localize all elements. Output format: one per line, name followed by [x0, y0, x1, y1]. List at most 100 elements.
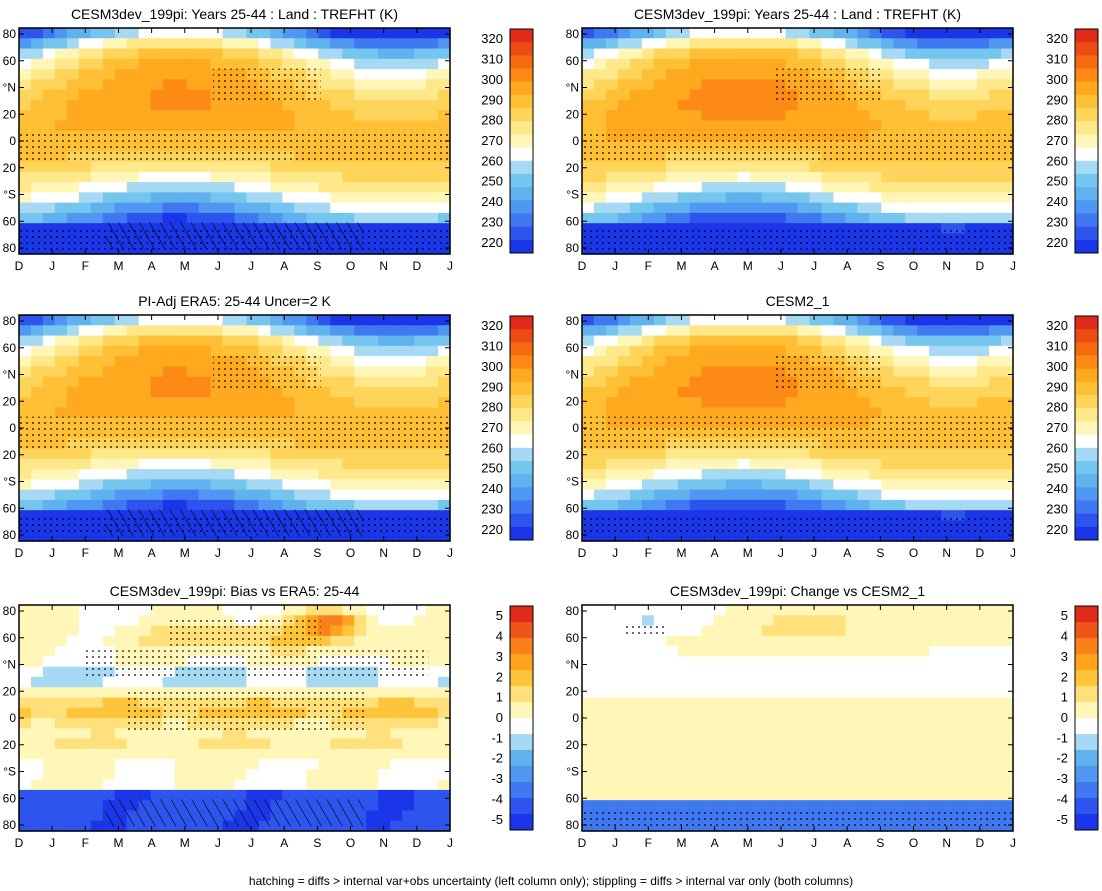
- heatmap-cell: [857, 161, 870, 173]
- heatmap-cell: [270, 407, 283, 419]
- heatmap-cell: [665, 738, 679, 750]
- heatmap-cell: [19, 728, 32, 740]
- heatmap-cell: [582, 687, 595, 699]
- heatmap-cell: [713, 38, 727, 50]
- colorbar-swatch: [510, 686, 533, 703]
- heatmap-cell: [126, 448, 140, 460]
- heatmap-cell: [665, 335, 679, 347]
- heatmap-cell: [893, 407, 906, 419]
- colorbar-label: 220: [481, 235, 503, 250]
- heatmap-cell: [162, 635, 176, 647]
- heatmap-cell: [725, 656, 739, 668]
- heatmap-cell: [402, 479, 415, 491]
- heatmap-cell: [222, 728, 236, 740]
- heatmap-cell: [354, 789, 367, 801]
- heatmap-cell: [294, 315, 307, 326]
- heatmap-cell: [857, 646, 870, 657]
- heatmap-cell: [66, 718, 80, 729]
- heatmap-cell: [977, 325, 990, 337]
- heatmap-cell: [629, 315, 643, 326]
- heatmap-cell: [102, 38, 116, 50]
- heatmap-cell: [605, 48, 619, 60]
- heatmap-cell: [917, 182, 930, 193]
- colorbar-swatch: [510, 718, 533, 735]
- heatmap-cell: [294, 48, 307, 60]
- panel-p1: CESM3dev_199pi: Years 25-44 : Land : TRE…: [3, 6, 534, 273]
- heatmap-cell: [653, 676, 667, 688]
- heatmap-cell: [138, 79, 152, 91]
- heatmap-cell: [138, 28, 152, 39]
- heatmap-cell: [809, 635, 823, 647]
- heatmap-cell: [773, 407, 787, 419]
- heatmap-cell: [66, 89, 80, 101]
- heatmap-cell: [821, 635, 835, 647]
- heatmap-cell: [773, 58, 787, 70]
- heatmap-cell: [881, 69, 894, 80]
- heatmap-cell: [114, 345, 128, 357]
- heatmap-cell: [797, 325, 811, 337]
- heatmap-cell: [953, 738, 966, 750]
- heatmap-cell: [19, 800, 32, 812]
- heatmap-cell: [653, 69, 667, 80]
- heatmap-cell: [929, 120, 942, 132]
- heatmap-cell: [917, 718, 930, 729]
- heatmap-cell: [797, 499, 811, 511]
- heatmap-cell: [282, 469, 295, 480]
- colorbar-label: 270: [481, 420, 503, 435]
- heatmap-cell: [330, 110, 343, 122]
- heatmap-cell: [797, 212, 811, 224]
- y-tick-label: 20: [566, 448, 580, 462]
- heatmap-cell: [426, 499, 439, 511]
- heatmap-cell: [617, 28, 631, 39]
- heatmap-cell: [677, 697, 691, 709]
- heatmap-cell: [414, 707, 427, 719]
- heatmap-cell: [138, 171, 152, 183]
- heatmap-cell: [917, 707, 930, 719]
- heatmap-cell: [234, 28, 248, 39]
- heatmap-cell: [881, 448, 894, 460]
- heatmap-cell: [198, 79, 212, 91]
- heatmap-cell: [150, 315, 164, 326]
- colorbar-swatch: [1075, 187, 1098, 201]
- heatmap-cell: [318, 356, 331, 367]
- heatmap-cell: [354, 58, 367, 70]
- heatmap-cell: [641, 120, 655, 132]
- heatmap-cell: [737, 718, 751, 729]
- heatmap-cell: [689, 58, 703, 70]
- heatmap-cell: [378, 605, 391, 616]
- heatmap-cell: [54, 800, 68, 812]
- heatmap-cell: [605, 376, 619, 388]
- heatmap-cell: [785, 458, 799, 470]
- heatmap-cell: [66, 376, 80, 388]
- heatmap-cell: [713, 28, 727, 39]
- heatmap-cell: [605, 646, 619, 657]
- heatmap-cell: [78, 110, 92, 122]
- heatmap-cell: [426, 810, 439, 822]
- heatmap-cell: [965, 58, 978, 70]
- y-tick-label: 80: [3, 604, 17, 618]
- heatmap-cell: [78, 625, 92, 637]
- heatmap-cell: [138, 89, 152, 101]
- heatmap-cell: [941, 397, 954, 409]
- x-tick-label: N: [379, 259, 388, 273]
- heatmap-cell: [833, 110, 846, 122]
- heatmap-cell: [905, 356, 918, 367]
- heatmap-cell: [30, 376, 44, 388]
- heatmap-cell: [917, 738, 930, 750]
- heatmap-cell: [1001, 458, 1014, 470]
- y-tick-label: 0: [572, 421, 579, 435]
- heatmap-cell: [749, 99, 763, 111]
- heatmap-cell: [438, 748, 451, 760]
- heatmap-cell: [653, 489, 667, 501]
- heatmap-cell: [342, 335, 355, 347]
- heatmap-cell: [258, 120, 272, 132]
- heatmap-cell: [845, 315, 858, 326]
- heatmap-cell: [677, 335, 691, 347]
- colorbar-label: -3: [491, 771, 503, 786]
- heatmap-cell: [797, 707, 811, 719]
- heatmap-cell: [438, 676, 451, 688]
- heatmap-cell: [965, 718, 978, 729]
- heatmap-cell: [54, 79, 68, 91]
- heatmap-cell: [713, 202, 727, 214]
- heatmap-cell: [593, 615, 607, 627]
